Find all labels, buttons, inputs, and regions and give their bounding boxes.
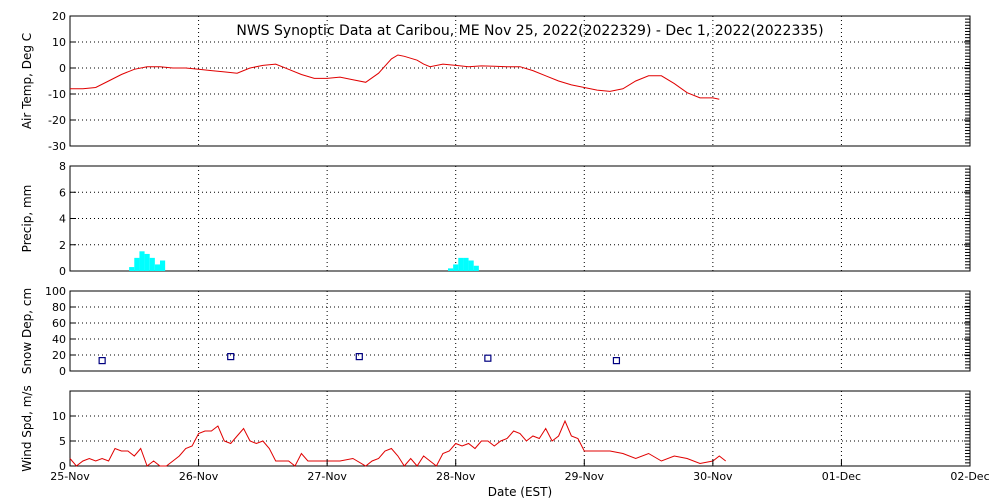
panel-3: 0 20 40 60 80 100 Snow Dep, cm bbox=[20, 285, 971, 378]
y-tick-label: 8 bbox=[59, 160, 66, 173]
precip-bar bbox=[453, 264, 459, 271]
snow-point bbox=[612, 357, 621, 365]
panel-frame bbox=[69, 390, 971, 467]
x-tick-label: 02-Dec bbox=[950, 470, 989, 483]
precip-bar bbox=[160, 260, 166, 271]
precip-bar bbox=[139, 251, 145, 271]
y-tick-label: 2 bbox=[59, 239, 66, 252]
series-line bbox=[69, 419, 727, 467]
chart-title: NWS Synoptic Data at Caribou, ME Nov 25,… bbox=[236, 23, 823, 39]
precip-bar bbox=[134, 257, 140, 271]
y-tick-label: 6 bbox=[59, 186, 66, 199]
precip-bar bbox=[473, 265, 479, 271]
x-tick-label: 28-Nov bbox=[436, 470, 476, 483]
y-tick-label: 20 bbox=[52, 349, 66, 362]
y-axis-label: Snow Dep, cm bbox=[20, 288, 34, 374]
y-tick-label: 0 bbox=[59, 62, 66, 75]
y-tick-label: 80 bbox=[52, 301, 66, 314]
x-tick-label: 01-Dec bbox=[822, 470, 861, 483]
panel-2: 0 2 4 6 8 Precip, mm bbox=[20, 160, 971, 278]
precip-bar bbox=[129, 267, 135, 271]
panels: -30 -20 -10 0 10 20 Air Temp, Deg C 0 2 4 6 8 Precip… bbox=[20, 10, 971, 473]
y-tick-label: 20 bbox=[52, 10, 66, 23]
y-tick-label: 10 bbox=[52, 36, 66, 49]
precip-bar bbox=[448, 268, 454, 271]
y-tick-label: -10 bbox=[48, 88, 66, 101]
precip-bar bbox=[154, 264, 160, 271]
panel-frame bbox=[69, 290, 971, 372]
precip-bar bbox=[144, 253, 150, 271]
panel-4: 0 5 10 Wind Spd, m/s bbox=[20, 385, 971, 473]
y-tick-label: 10 bbox=[52, 410, 66, 423]
precip-bar bbox=[149, 257, 155, 271]
y-tick-label: 0 bbox=[59, 265, 66, 278]
snow-point bbox=[355, 353, 363, 361]
y-tick-label: -30 bbox=[48, 140, 66, 153]
x-tick-label: 25-Nov bbox=[50, 470, 90, 483]
x-axis-label: Date (EST) bbox=[488, 485, 552, 499]
snow-point bbox=[98, 357, 106, 365]
y-axis-label: Air Temp, Deg C bbox=[20, 33, 34, 129]
x-tick-label: 29-Nov bbox=[565, 470, 605, 483]
y-tick-label: 100 bbox=[45, 285, 66, 298]
precip-bar bbox=[463, 257, 469, 271]
x-tick-label: 30-Nov bbox=[693, 470, 733, 483]
x-tick-label: 27-Nov bbox=[307, 470, 347, 483]
y-tick-label: 0 bbox=[59, 460, 66, 473]
series-line bbox=[70, 54, 720, 100]
snow-point bbox=[227, 353, 235, 361]
y-tick-label: 5 bbox=[59, 435, 66, 448]
snow-point bbox=[484, 354, 492, 362]
y-tick-label: 0 bbox=[59, 365, 66, 378]
y-tick-label: 40 bbox=[52, 333, 66, 346]
panel-1: -30 -20 -10 0 10 20 Air Temp, Deg C bbox=[20, 10, 971, 153]
y-axis-label: Wind Spd, m/s bbox=[20, 385, 34, 471]
y-tick-label: -20 bbox=[48, 114, 66, 127]
y-tick-label: 60 bbox=[52, 317, 66, 330]
y-axis-label: Precip, mm bbox=[20, 185, 34, 253]
precip-bar bbox=[458, 257, 464, 271]
x-tick-label: 26-Nov bbox=[179, 470, 219, 483]
precip-bar bbox=[468, 260, 474, 271]
x-axis: 25-Nov 26-Nov 27-Nov 28-Nov 29-Nov 30-Nov 01-D… bbox=[50, 460, 990, 483]
y-tick-label: 4 bbox=[59, 213, 66, 226]
